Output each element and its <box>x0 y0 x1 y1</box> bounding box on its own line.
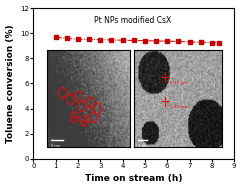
Y-axis label: Toluene conversion (%): Toluene conversion (%) <box>6 24 15 143</box>
X-axis label: Time on stream (h): Time on stream (h) <box>85 174 182 184</box>
Text: Pt NPs modified CsX: Pt NPs modified CsX <box>94 15 171 25</box>
